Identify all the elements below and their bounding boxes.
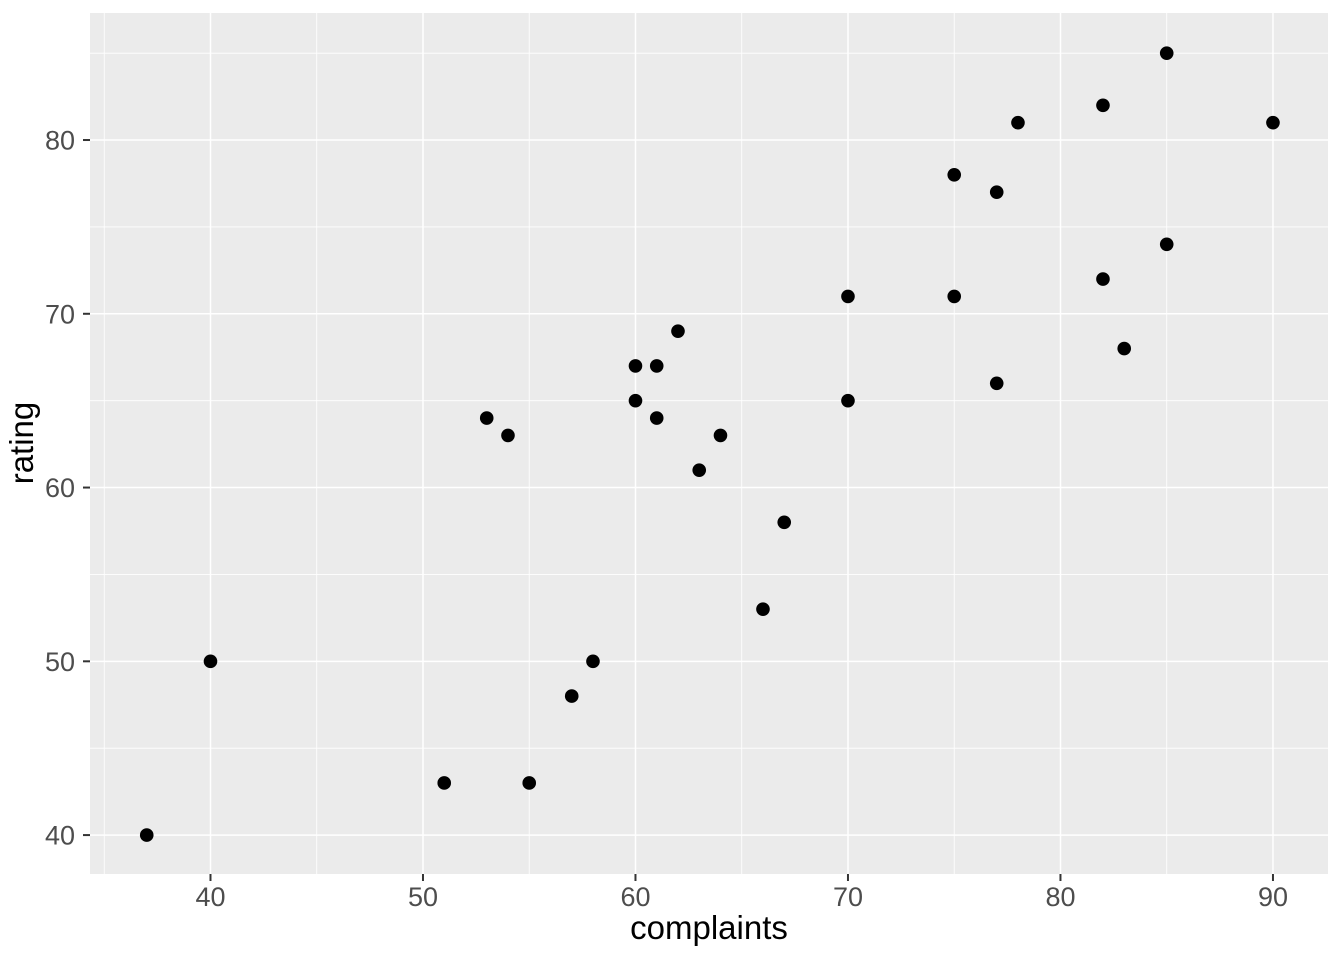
- x-axis-title: complaints: [630, 909, 788, 946]
- data-point: [671, 324, 685, 338]
- x-axis-tick-label: 90: [1258, 882, 1288, 912]
- y-axis-tick-label: 70: [45, 299, 75, 329]
- plot-panel: [90, 13, 1328, 874]
- data-point: [947, 289, 962, 304]
- data-point: [564, 689, 579, 703]
- data-point: [501, 428, 515, 443]
- y-axis-tick-label: 50: [45, 647, 75, 677]
- x-axis-tick-label: 80: [1045, 882, 1075, 912]
- data-point: [989, 376, 1004, 391]
- data-point: [777, 515, 792, 530]
- data-point: [1117, 341, 1132, 356]
- data-point: [756, 602, 770, 616]
- data-point: [628, 393, 643, 408]
- data-point: [713, 428, 728, 443]
- data-point: [649, 359, 664, 373]
- data-point: [947, 167, 962, 182]
- data-point: [1011, 115, 1025, 130]
- x-axis-tick-label: 70: [833, 882, 863, 912]
- data-point: [437, 776, 452, 790]
- data-point: [1159, 46, 1174, 60]
- y-axis-tick-label: 80: [45, 126, 75, 156]
- data-point: [692, 463, 707, 477]
- y-axis-title: rating: [3, 401, 40, 485]
- x-axis-tick-label: 40: [195, 882, 225, 912]
- data-point: [139, 828, 154, 842]
- data-point: [989, 185, 1004, 199]
- x-axis-tick-label: 60: [620, 882, 650, 912]
- data-point: [1159, 237, 1174, 252]
- data-point: [479, 411, 494, 425]
- data-point: [841, 393, 855, 408]
- data-point: [1266, 115, 1280, 130]
- data-point: [649, 411, 664, 425]
- y-axis-tick-label: 40: [45, 821, 75, 851]
- data-point: [522, 776, 537, 790]
- data-point: [586, 654, 600, 669]
- y-axis-tick-label: 60: [45, 473, 75, 503]
- data-point: [841, 289, 855, 304]
- data-point: [1096, 272, 1110, 286]
- data-point: [628, 359, 643, 373]
- data-point: [203, 654, 218, 669]
- x-axis-tick-label: 50: [408, 882, 438, 912]
- data-point: [1096, 98, 1110, 113]
